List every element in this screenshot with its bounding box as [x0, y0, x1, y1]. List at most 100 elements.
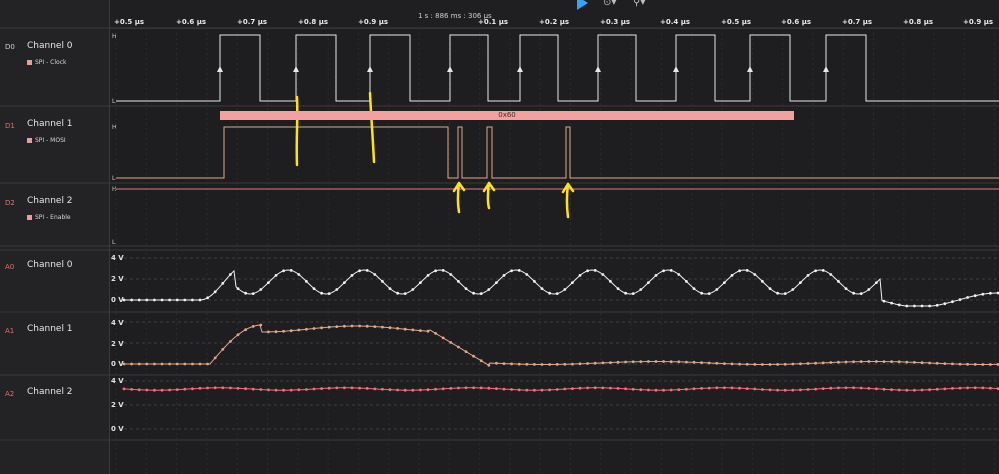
a0-sample-point [624, 291, 627, 295]
a1-sample-point [669, 360, 673, 364]
a0-sample-point [935, 303, 939, 307]
a1-sample-point [928, 361, 931, 365]
a1-sample-point [502, 362, 506, 365]
y-label: 2 V [111, 275, 124, 283]
a0-sample-point [373, 273, 377, 276]
a0-sample-point [175, 298, 179, 302]
analyzer-tag-d2[interactable]: SPI - Enable [27, 214, 71, 221]
ruler-tick: +0.3 µs [600, 18, 631, 26]
a2-trace [123, 387, 999, 391]
channel-name-a2[interactable]: Channel 2 [27, 387, 73, 397]
a1-sample-point [609, 361, 612, 364]
a2-sample-point [753, 387, 757, 391]
analyzer-color-swatch [27, 138, 32, 143]
a1-sample-point [639, 360, 643, 363]
a2-sample-point [358, 386, 361, 390]
a1-sample-point [814, 361, 817, 365]
a0-sample-point [517, 269, 521, 272]
spi-decode-bubble[interactable]: 0x60 [220, 111, 794, 120]
analyzer-color-swatch [27, 60, 32, 65]
a0-sample-point [396, 291, 399, 295]
spi-decode-value: 0x60 [498, 111, 516, 119]
a0-sample-point [837, 280, 840, 283]
analyzer-label: SPI - MOSI [35, 137, 66, 144]
analyzer-tag-d1[interactable]: SPI - MOSI [27, 137, 66, 144]
a1-sample-point [267, 330, 270, 334]
a1-sample-point [320, 326, 323, 330]
a0-sample-point [221, 281, 225, 285]
a1-sample-point [426, 329, 430, 333]
channel-name-d1[interactable]: Channel 1 [27, 119, 73, 129]
a1-sample-point [251, 325, 255, 328]
a2-sample-point [411, 388, 415, 392]
a0-sample-point [441, 269, 445, 272]
a0-sample-point [168, 298, 172, 302]
rising-edge-marker [367, 66, 373, 72]
a1-sample-point [175, 362, 179, 366]
a2-sample-point [130, 388, 134, 391]
a0-sample-point [229, 273, 232, 276]
a2-sample-point [213, 386, 217, 390]
a0-sample-point [692, 287, 696, 290]
a0-sample-point [457, 280, 460, 283]
a0-sample-point [593, 269, 597, 272]
a0-sample-point [685, 280, 688, 283]
a1-sample-point [654, 360, 658, 363]
a2-sample-point [426, 388, 430, 392]
annotation-stroke [295, 95, 299, 167]
a0-sample-point [335, 288, 339, 291]
play-icon[interactable] [577, 0, 588, 10]
a2-sample-point [973, 386, 977, 390]
a0-sample-point [730, 274, 734, 277]
ruler-tick: +0.7 µs [842, 18, 873, 26]
a1-sample-point [768, 363, 772, 366]
a2-sample-point [989, 386, 992, 390]
y-label: 2 V [111, 401, 124, 409]
y-label: 4 V [111, 377, 124, 385]
a2-sample-point [153, 388, 156, 392]
a0-sample-point [631, 292, 635, 295]
a2-sample-point [745, 387, 749, 390]
a0-sample-point [814, 269, 817, 273]
a2-sample-point [639, 388, 643, 392]
a1-sample-point [852, 360, 855, 364]
a2-sample-point [244, 387, 248, 391]
a0-sample-point [905, 304, 909, 308]
y-label: 0 V [111, 425, 124, 433]
a1-sample-point [305, 327, 308, 331]
a2-sample-point [738, 386, 741, 390]
channel-name-a0[interactable]: Channel 0 [27, 260, 73, 270]
a2-sample-point [578, 386, 582, 390]
a0-sample-point [510, 269, 513, 273]
timer-icon[interactable]: ⊙▾ [603, 0, 617, 8]
a0-sample-point [669, 269, 673, 272]
ruler-tick: +0.6 µs [176, 18, 207, 26]
a1-sample-point [935, 361, 939, 365]
channel-name-a1[interactable]: Channel 1 [27, 324, 73, 334]
a1-sample-point [958, 362, 962, 366]
a2-sample-point [647, 388, 650, 392]
a1-sample-point [419, 329, 422, 332]
a0-sample-point [859, 292, 863, 295]
a2-sample-point [168, 388, 172, 392]
y-label: 2 V [111, 340, 124, 348]
a2-sample-point [396, 388, 399, 392]
a1-sample-point [738, 362, 741, 366]
branch-icon[interactable]: ⚲▾ [633, 0, 646, 8]
a2-sample-point [571, 387, 574, 390]
a1-sample-point [563, 362, 567, 366]
a0-sample-point [981, 292, 985, 296]
ruler-tick: +0.2 µs [539, 18, 570, 26]
a1-sample-point [411, 328, 415, 332]
a1-sample-point [221, 347, 225, 351]
a1-sample-point [981, 363, 985, 366]
a1-sample-point [685, 360, 688, 364]
a0-sample-point [761, 280, 764, 283]
channel-name-d2[interactable]: Channel 2 [27, 196, 73, 206]
analyzer-tag-d0[interactable]: SPI - Clock [27, 59, 66, 66]
a2-sample-point [723, 386, 726, 390]
a2-sample-point [966, 386, 969, 390]
channel-name-d0[interactable]: Channel 0 [27, 41, 73, 51]
a2-sample-point [441, 387, 445, 391]
